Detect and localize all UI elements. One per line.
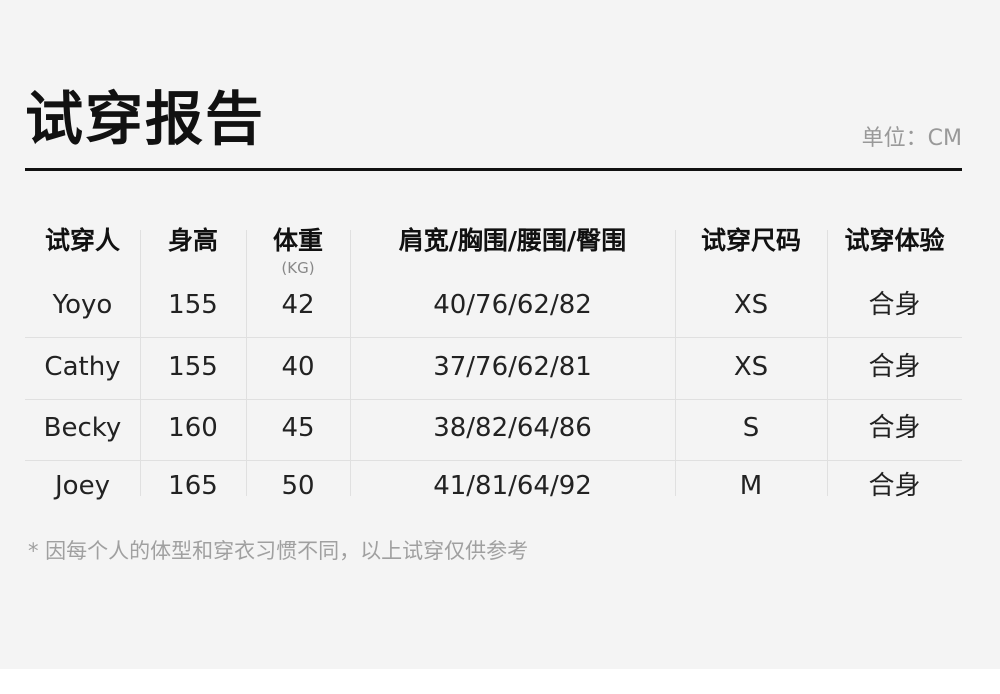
row-divider [25, 460, 962, 461]
cell-fit: 合身 [868, 290, 921, 320]
cell-size: M [739, 471, 763, 501]
unit-label: 单位：CM [861, 126, 962, 151]
column-divider [246, 230, 247, 496]
cell-size: XS [733, 290, 769, 320]
column-divider [827, 230, 828, 496]
cell-size: XS [733, 352, 769, 382]
cell-tester: Cathy [44, 352, 121, 382]
background [0, 0, 1000, 669]
header-height: 身高 [167, 226, 218, 255]
cell-tester: Yoyo [52, 290, 113, 320]
row-divider [25, 399, 962, 400]
column-divider [140, 230, 141, 496]
cell-measurements: 37/76/62/81 [433, 352, 592, 382]
column-divider [675, 230, 676, 496]
title-divider [25, 168, 962, 171]
disclaimer-note: * 因每个人的体型和穿衣习惯不同，以上试穿仅供参考 [28, 539, 529, 563]
page-title: 试穿报告 [25, 85, 266, 153]
cell-weight: 50 [281, 471, 315, 501]
column-divider [350, 230, 351, 496]
header-size: 试穿尺码 [700, 226, 801, 255]
row-divider [25, 337, 962, 338]
cell-height: 165 [168, 471, 218, 501]
cell-fit: 合身 [868, 413, 921, 443]
header-fit: 试穿体验 [844, 226, 945, 255]
header-measurements: 肩宽/胸围/腰围/臀围 [398, 226, 627, 255]
cell-height: 155 [168, 290, 218, 320]
cell-height: 155 [168, 352, 218, 382]
cell-weight: 42 [281, 290, 315, 320]
header-weight: 体重 [272, 226, 323, 255]
cell-fit: 合身 [868, 352, 921, 382]
cell-size: S [742, 413, 760, 443]
cell-measurements: 40/76/62/82 [433, 290, 592, 320]
cell-measurements: 41/81/64/92 [433, 471, 592, 501]
cell-height: 160 [168, 413, 218, 443]
cell-tester: Joey [55, 471, 110, 501]
weight-unit: (KG) [281, 259, 315, 277]
cell-tester: Becky [43, 413, 122, 443]
header-tester: 试穿人 [44, 226, 120, 255]
cell-weight: 40 [281, 352, 315, 382]
cell-measurements: 38/82/64/86 [433, 413, 592, 443]
cell-weight: 45 [281, 413, 315, 443]
cell-fit: 合身 [868, 471, 921, 501]
